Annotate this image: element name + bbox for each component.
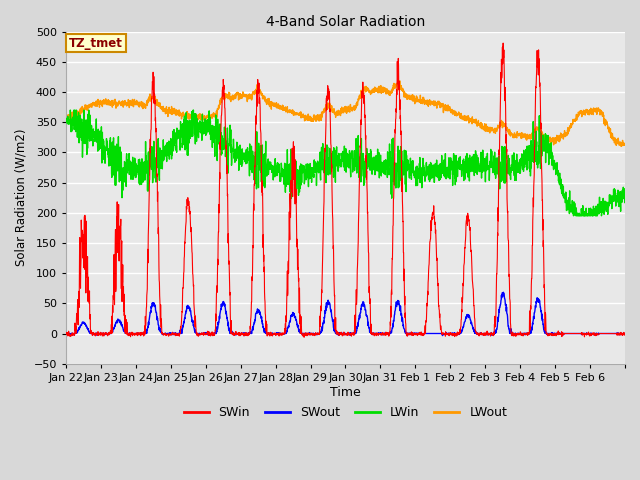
Legend: SWin, SWout, LWin, LWout: SWin, SWout, LWin, LWout (179, 401, 513, 424)
Title: 4-Band Solar Radiation: 4-Band Solar Radiation (266, 15, 425, 29)
X-axis label: Time: Time (330, 385, 361, 398)
Y-axis label: Solar Radiation (W/m2): Solar Radiation (W/m2) (15, 129, 28, 266)
Text: TZ_tmet: TZ_tmet (68, 36, 123, 49)
